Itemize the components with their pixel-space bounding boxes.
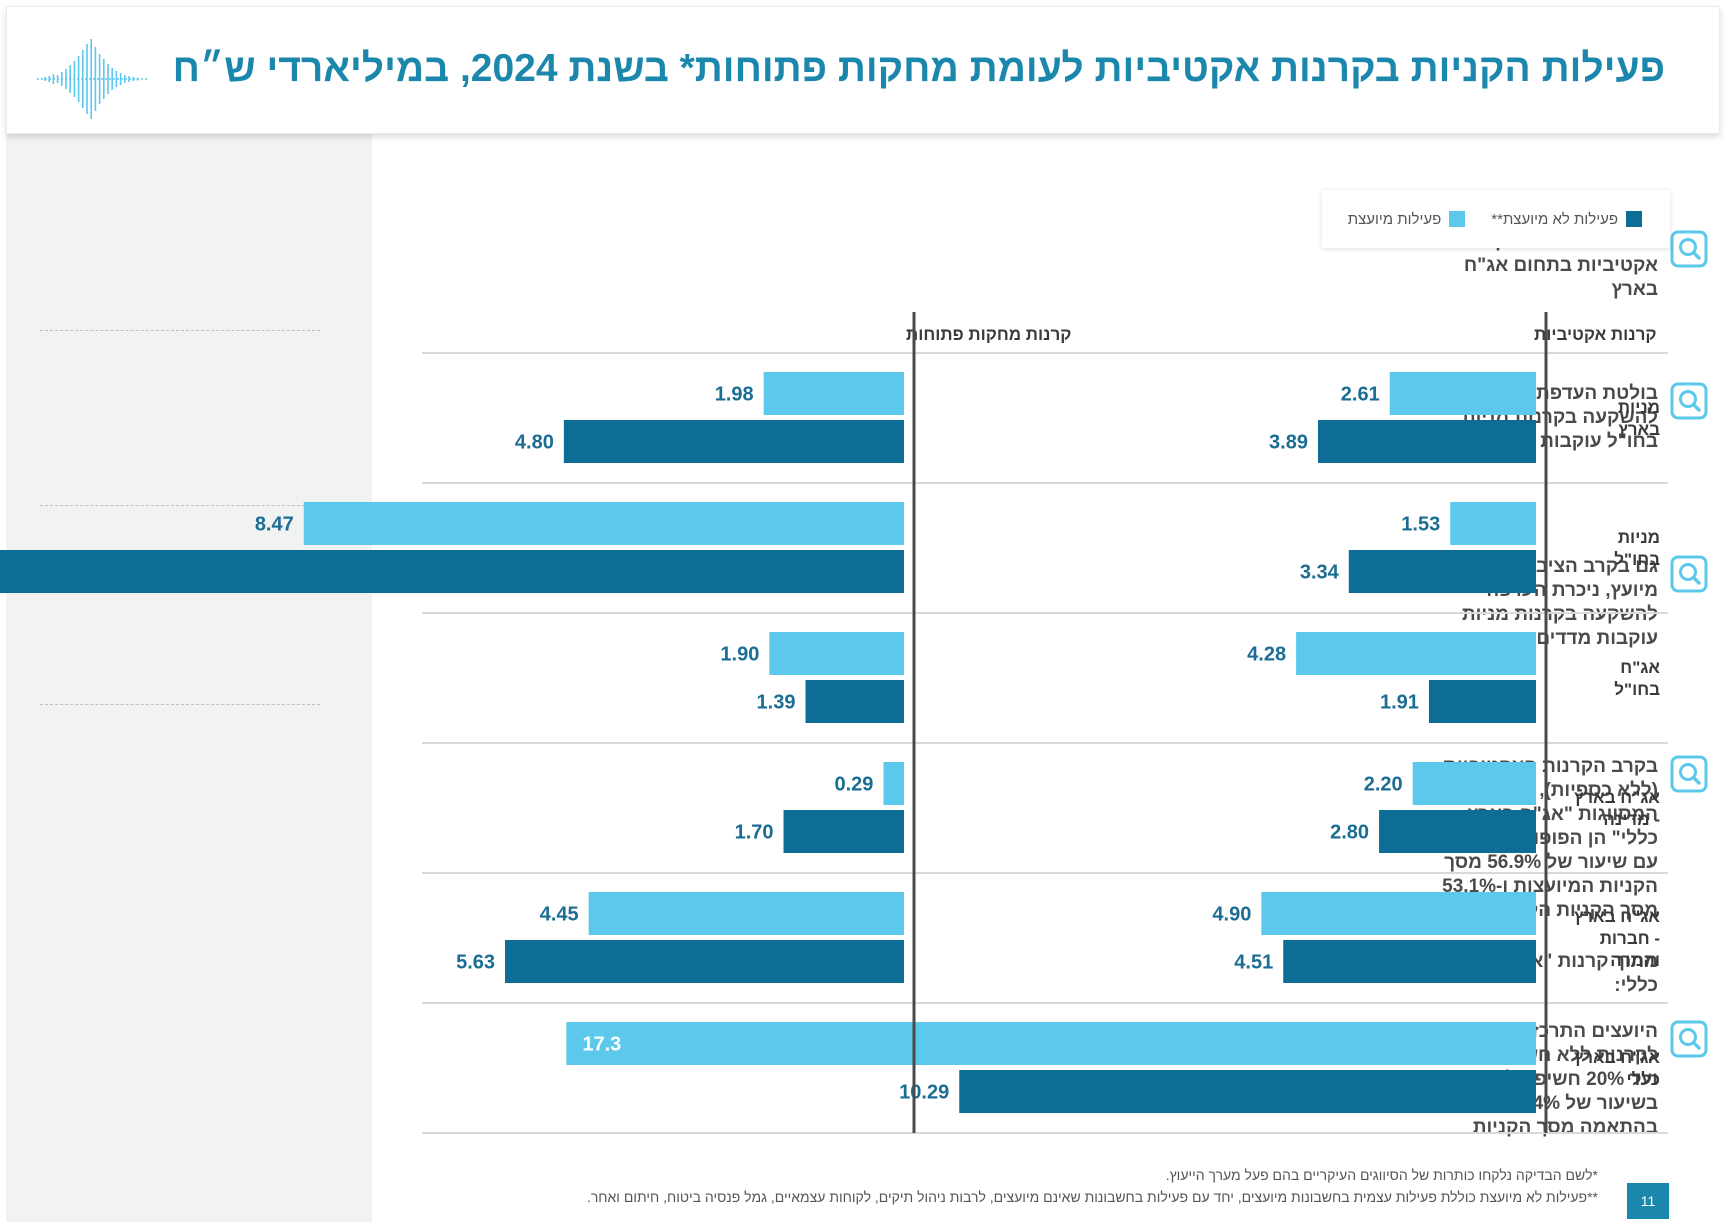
bar-passive-advised-label: 8.47 bbox=[255, 514, 294, 536]
bar-passive-non-advised bbox=[0, 550, 904, 593]
bar-active-non-advised bbox=[1348, 550, 1536, 593]
bar-active-non-advised-label: 4.51 bbox=[1234, 952, 1273, 974]
bar-passive-advised-label: 4.45 bbox=[540, 904, 579, 926]
divider bbox=[40, 704, 320, 705]
bar-active-advised bbox=[1389, 372, 1536, 415]
bar-passive-non-advised-label: 1.70 bbox=[735, 822, 774, 844]
magnifier-icon bbox=[1670, 230, 1708, 268]
bar-passive-advised-label: 1.98 bbox=[715, 384, 754, 406]
bar-active-advised-label: 4.90 bbox=[1212, 904, 1251, 926]
bar-passive-advised bbox=[769, 632, 904, 675]
legend-item-non-advised: פעילות לא מיועצת** bbox=[1491, 211, 1642, 228]
bar-active-non-advised bbox=[1317, 420, 1536, 463]
bar-active-advised-label: 2.61 bbox=[1341, 384, 1380, 406]
page-number: 11 bbox=[1627, 1183, 1669, 1219]
chart-legend: פעילות לא מיועצת** פעילות מיועצת bbox=[1322, 190, 1670, 248]
legend-label: פעילות מיועצת bbox=[1347, 210, 1442, 228]
bar-passive-advised bbox=[763, 372, 904, 415]
bar-passive-advised bbox=[588, 892, 904, 935]
category-label: אג"ח בארץ - מדינה bbox=[1574, 788, 1660, 829]
bar-active-advised bbox=[1412, 762, 1536, 805]
bar-active-non-advised bbox=[1428, 680, 1536, 723]
bar-active-advised-label: 17.3 bbox=[582, 1034, 621, 1056]
bar-passive-non-advised-label: 5.63 bbox=[456, 952, 495, 974]
bar-passive-non-advised-label: 4.80 bbox=[515, 432, 554, 454]
bar-passive-advised bbox=[883, 762, 904, 805]
soundwave-logo-icon bbox=[37, 39, 147, 119]
insights-sidebar bbox=[6, 134, 372, 1222]
legend-swatch bbox=[1626, 211, 1642, 227]
category-label: אג"ח בחו"ל bbox=[1614, 658, 1660, 699]
bar-passive-non-advised bbox=[805, 680, 904, 723]
bar-passive-non-advised-label: 1.39 bbox=[757, 692, 796, 714]
divider bbox=[40, 330, 320, 331]
bar-active-advised-label: 4.28 bbox=[1247, 644, 1286, 666]
bar-active-advised-label: 1.53 bbox=[1401, 514, 1440, 536]
page-title: פעילות הקניות בקרנות אקטיביות לעומת מחקו… bbox=[172, 47, 1665, 90]
magnifier-icon bbox=[1670, 382, 1708, 420]
magnifier-icon bbox=[1670, 1020, 1708, 1058]
header: פעילות הקניות בקרנות אקטיביות לעומת מחקו… bbox=[6, 6, 1720, 134]
magnifier-icon bbox=[1670, 755, 1708, 793]
magnifier-icon bbox=[1670, 555, 1708, 593]
panel-title-passive: קרנות מחקות פתוחות bbox=[906, 325, 1071, 344]
bar-active-non-advised-label: 2.80 bbox=[1330, 822, 1369, 844]
panel-title-active: קרנות אקטיביות bbox=[1534, 325, 1657, 344]
legend-item-advised: פעילות מיועצת bbox=[1348, 211, 1466, 228]
bar-active-non-advised bbox=[1379, 810, 1536, 853]
divider bbox=[40, 505, 320, 506]
bar-passive-advised-label: 0.29 bbox=[835, 774, 874, 796]
bar-active-non-advised bbox=[959, 1070, 1536, 1113]
bar-active-non-advised-label: 3.34 bbox=[1300, 562, 1340, 584]
bar-active-advised-label: 2.20 bbox=[1364, 774, 1403, 796]
footnote: *לשם הבדיקה נלקחו כותרות של הסיווגים העי… bbox=[1165, 1167, 1598, 1183]
category-label: אג"ח בארץ - חברות והמרה bbox=[1574, 907, 1660, 970]
bar-passive-advised bbox=[303, 502, 904, 545]
category-label: מניות בחו"ל bbox=[1614, 528, 1660, 569]
bar-active-non-advised-label: 10.29 bbox=[899, 1082, 949, 1104]
bar-active-advised bbox=[1450, 502, 1536, 545]
legend-label: פעילות לא מיועצת** bbox=[1491, 210, 1618, 228]
bar-passive-non-advised bbox=[783, 810, 904, 853]
bar-active-advised bbox=[1261, 892, 1536, 935]
bar-active-advised bbox=[566, 1022, 1536, 1065]
category-label: אג"ח בארץ כללי bbox=[1574, 1048, 1660, 1089]
bar-active-non-advised-label: 1.91 bbox=[1380, 692, 1419, 714]
bar-passive-non-advised bbox=[505, 940, 904, 983]
bar-active-advised bbox=[1296, 632, 1536, 675]
footnote: **פעילות לא מיועצת כוללת פעילות עצמית בח… bbox=[586, 1189, 1598, 1205]
bar-passive-non-advised bbox=[563, 420, 904, 463]
bar-active-non-advised bbox=[1283, 940, 1536, 983]
bar-active-non-advised-label: 3.89 bbox=[1269, 432, 1308, 454]
category-label: מניות בארץ bbox=[1618, 398, 1660, 439]
bar-passive-advised-label: 1.90 bbox=[720, 644, 759, 666]
legend-swatch bbox=[1449, 211, 1466, 227]
